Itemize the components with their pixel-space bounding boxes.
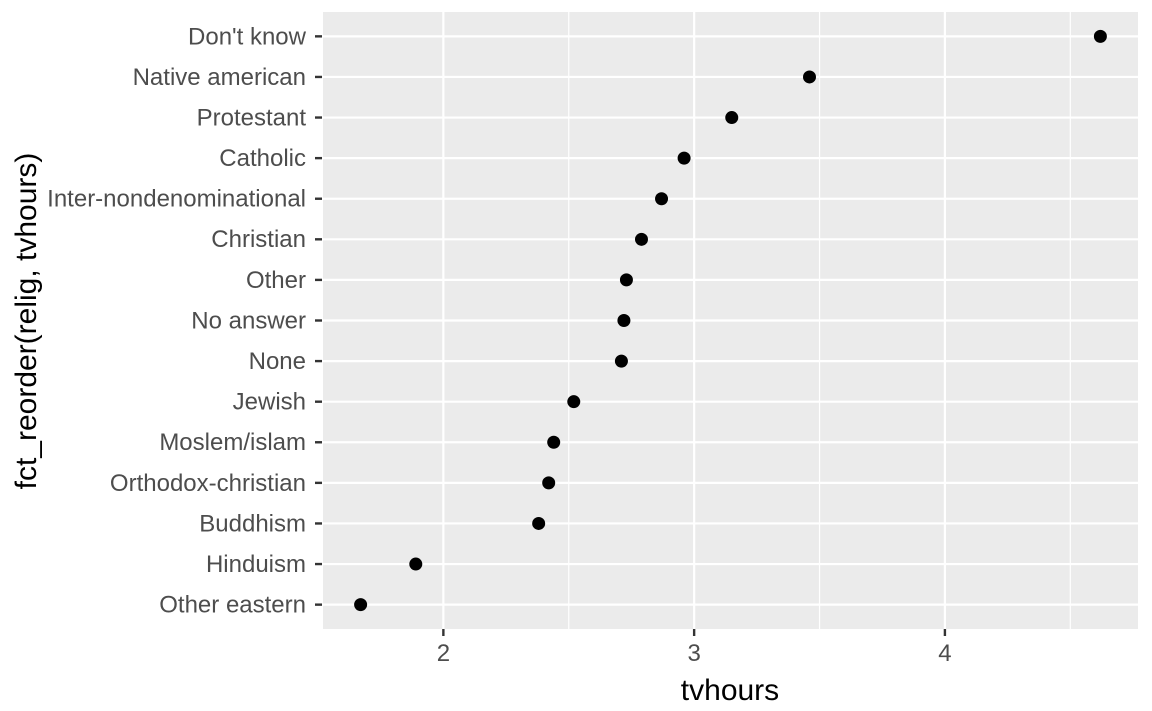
data-point [725, 111, 739, 125]
data-point [634, 232, 648, 246]
x-tick-label: 2 [437, 640, 450, 667]
data-point [1093, 29, 1107, 43]
y-tick-label: Orthodox-christian [110, 470, 306, 497]
x-tick-label: 4 [938, 640, 951, 667]
data-point [354, 598, 368, 612]
y-tick-label: Moslem/islam [159, 429, 306, 456]
data-point [409, 557, 423, 571]
data-point [567, 395, 581, 409]
data-point [677, 151, 691, 165]
y-tick-label: Other eastern [159, 592, 306, 619]
x-axis-title: tvhours [681, 674, 779, 707]
y-tick-label: Don't know [188, 23, 307, 50]
data-point [614, 354, 628, 368]
y-tick-label: Native american [133, 64, 306, 91]
data-point [542, 476, 556, 490]
y-tick-label: None [249, 348, 306, 375]
y-axis-title: fct_reorder(relig, tvhours) [10, 153, 43, 490]
data-point [547, 435, 561, 449]
y-tick-label: Christian [211, 226, 306, 253]
y-tick-label: Other [246, 267, 306, 294]
y-tick-label: Catholic [219, 145, 306, 172]
y-tick-label: Jewish [233, 389, 306, 416]
x-tick-label: 3 [687, 640, 700, 667]
data-point [532, 516, 546, 530]
y-tick-label: Hinduism [206, 551, 306, 578]
data-point [617, 314, 631, 327]
y-tick-label: Protestant [197, 104, 307, 131]
plot-panel-layer: 2 3 4 Don't know Native american Protestant Ca… [47, 12, 1138, 667]
data-point [655, 192, 669, 206]
y-tick-label: Inter-nondenominational [47, 186, 306, 213]
y-tick-label: Buddhism [199, 510, 306, 537]
y-tick-label: No answer [191, 307, 306, 334]
data-point [802, 70, 816, 84]
data-point [619, 273, 633, 287]
